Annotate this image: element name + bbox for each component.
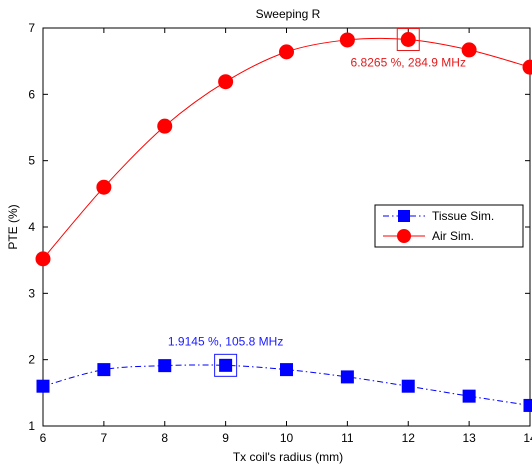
y-axis-label: PTE (%): [6, 204, 20, 249]
data-point-tissue-sim: [462, 389, 476, 403]
y-tick-label: 5: [28, 154, 35, 168]
legend: Tissue Sim. Air Sim.: [374, 204, 524, 248]
x-axis-label: Tx coil's radius (mm): [233, 450, 343, 464]
series-layer: [35, 32, 532, 412]
y-tick-label: 1: [28, 419, 35, 433]
annotation-layer: 6.8265 %, 284.9 MHz 1.9145 %, 105.8 MHz: [168, 28, 466, 377]
x-tick-label: 8: [161, 431, 168, 445]
data-point-air-sim: [400, 32, 416, 48]
data-point-tissue-sim: [340, 370, 354, 384]
data-point-air-sim: [339, 32, 355, 48]
data-point-tissue-sim: [401, 379, 415, 393]
peak-highlight-box: [396, 28, 420, 52]
data-point-tissue-sim: [280, 363, 293, 377]
data-point-air-sim: [218, 74, 234, 90]
data-point-tissue-sim: [523, 398, 532, 412]
x-tick-label: 11: [341, 431, 354, 445]
data-point-air-sim: [35, 251, 51, 267]
data-point-tissue-sim: [158, 359, 172, 373]
data-point-air-sim: [522, 59, 532, 75]
x-tick-label: 6: [40, 431, 47, 445]
data-point-tissue-sim: [36, 379, 50, 393]
peak-highlight-box: [214, 353, 238, 377]
data-point-tissue-sim: [97, 363, 111, 377]
legend-swatch-marker-tissue: [398, 210, 410, 222]
peak-annotation-label: 1.9145 %, 105.8 MHz: [168, 334, 283, 348]
data-point-air-sim: [157, 118, 173, 134]
series-line-air-sim: [42, 37, 531, 260]
x-tick-label: 14: [523, 431, 532, 445]
peak-annotation-label: 6.8265 %, 284.9 MHz: [351, 56, 466, 70]
x-tick-label: 13: [462, 431, 476, 445]
x-axis-ticks: 6 7 8 9 10 11 12 13 14: [40, 28, 532, 445]
data-point-air-sim: [279, 44, 294, 60]
data-point-air-sim: [96, 179, 112, 195]
data-point-air-sim: [461, 42, 477, 58]
data-point-tissue-sim: [219, 358, 233, 372]
x-tick-label: 9: [222, 431, 229, 445]
x-tick-label: 10: [280, 431, 294, 445]
y-tick-label: 4: [28, 220, 35, 234]
legend-swatch-marker-air: [397, 229, 411, 243]
chart-title: Sweeping R: [256, 7, 321, 21]
y-tick-label: 7: [28, 21, 35, 35]
x-tick-label: 7: [101, 431, 108, 445]
y-tick-label: 3: [28, 286, 35, 300]
x-tick-label: 12: [402, 431, 416, 445]
legend-label-air: Air Sim.: [432, 229, 474, 243]
legend-label-tissue: Tissue Sim.: [432, 209, 494, 223]
y-tick-label: 2: [28, 353, 35, 367]
y-tick-label: 6: [28, 87, 35, 101]
y-axis-ticks: 1 2 3 4 5 6 7: [28, 21, 530, 433]
